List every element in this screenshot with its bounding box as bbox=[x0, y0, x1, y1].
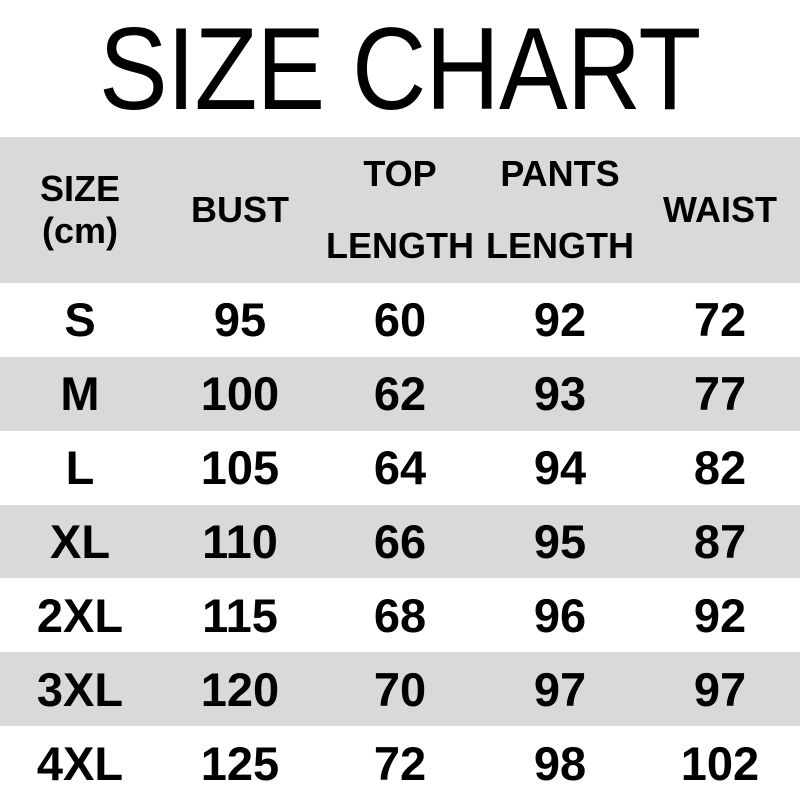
header-cell-waist: WAIST bbox=[640, 137, 800, 283]
cell-waist: 82 bbox=[693, 441, 747, 495]
header-pants-line2: LENGTH bbox=[486, 225, 634, 266]
table-body: S 95 60 92 72 M 100 62 93 77 L 105 64 94… bbox=[0, 283, 800, 800]
header-size-line2: (cm) bbox=[41, 210, 118, 251]
cell-waist: 72 bbox=[693, 293, 747, 347]
cell-bust: 105 bbox=[200, 441, 280, 495]
cell-waist: 102 bbox=[680, 736, 760, 790]
cell-size: S bbox=[64, 293, 96, 347]
cell-top-length: 62 bbox=[373, 367, 427, 421]
cell-pants-length: 93 bbox=[533, 367, 587, 421]
cell-size: XL bbox=[49, 515, 111, 568]
cell-size: M bbox=[60, 367, 100, 421]
cell-top-length: 70 bbox=[373, 662, 427, 716]
table-row-2xl: 2XL 115 68 96 92 bbox=[0, 578, 800, 653]
table-row-l: L 105 64 94 82 bbox=[0, 430, 800, 505]
cell-waist: 97 bbox=[693, 662, 747, 716]
cell-size: 2XL bbox=[36, 588, 124, 642]
table-row-s: S 95 60 92 72 bbox=[0, 283, 800, 357]
cell-waist: 87 bbox=[693, 515, 747, 568]
cell-size: L bbox=[65, 441, 95, 495]
header-top-line1: TOP bbox=[363, 153, 437, 194]
cell-pants-length: 92 bbox=[533, 293, 587, 347]
table-row-4xl: 4XL 125 72 98 102 bbox=[0, 726, 800, 800]
header-top-line2: LENGTH bbox=[326, 225, 474, 266]
header-cell-size: SIZE (cm) bbox=[0, 137, 160, 283]
header-bust-label: BUST bbox=[191, 189, 289, 230]
cell-size: 4XL bbox=[36, 736, 124, 790]
cell-size: 3XL bbox=[36, 662, 124, 716]
page-title: SIZE CHART bbox=[99, 3, 701, 134]
cell-top-length: 64 bbox=[373, 441, 427, 495]
cell-top-length: 66 bbox=[373, 515, 427, 568]
cell-pants-length: 96 bbox=[533, 588, 587, 642]
cell-waist: 92 bbox=[693, 588, 747, 642]
cell-top-length: 60 bbox=[373, 293, 427, 347]
table-row-3xl: 3XL 120 70 97 97 bbox=[0, 652, 800, 727]
cell-bust: 115 bbox=[202, 588, 278, 642]
header-waist-label: WAIST bbox=[663, 189, 777, 230]
cell-top-length: 72 bbox=[373, 736, 427, 790]
table-row-m: M 100 62 93 77 bbox=[0, 356, 800, 431]
cell-waist: 77 bbox=[693, 367, 747, 421]
cell-bust: 110 bbox=[202, 515, 278, 568]
header-cell-pants-length: PANTS LENGTH bbox=[480, 137, 640, 283]
cell-pants-length: 95 bbox=[533, 515, 587, 568]
table-row-xl: XL 110 66 95 87 bbox=[0, 504, 800, 579]
cell-pants-length: 98 bbox=[533, 736, 587, 790]
header-size-line1: SIZE bbox=[39, 168, 120, 209]
header-pants-line1: PANTS bbox=[500, 153, 620, 194]
cell-top-length: 68 bbox=[373, 588, 427, 642]
cell-bust: 120 bbox=[200, 662, 280, 716]
size-chart-table: SIZE (cm) BUST TOP LENGTH PANTS LENGTH W… bbox=[0, 137, 800, 800]
cell-bust: 100 bbox=[200, 367, 280, 421]
page-title-area: SIZE CHART bbox=[0, 0, 800, 137]
table-header-row: SIZE (cm) BUST TOP LENGTH PANTS LENGTH W… bbox=[0, 137, 800, 283]
header-cell-top-length: TOP LENGTH bbox=[320, 137, 480, 283]
header-cell-bust: BUST bbox=[160, 137, 320, 283]
cell-pants-length: 94 bbox=[533, 441, 587, 495]
cell-pants-length: 97 bbox=[533, 662, 587, 716]
cell-bust: 125 bbox=[200, 736, 280, 790]
cell-bust: 95 bbox=[213, 293, 267, 347]
